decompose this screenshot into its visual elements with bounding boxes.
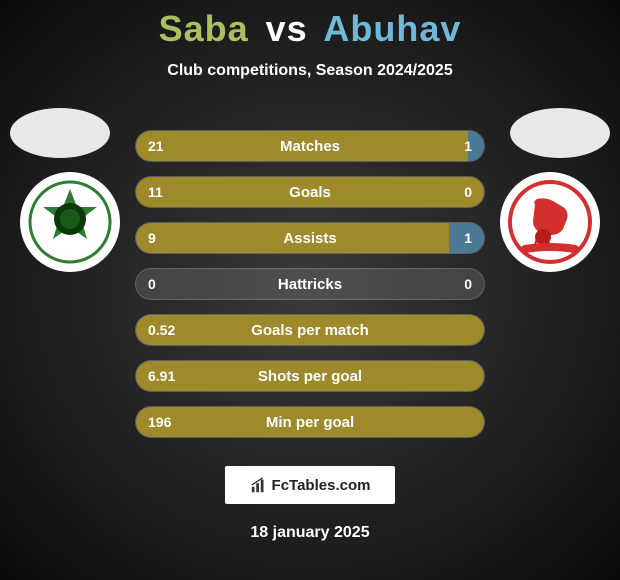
stat-row: 0.52 Goals per match: [135, 314, 485, 346]
player1-name: Saba: [159, 8, 249, 49]
stat-value-left: 21: [148, 131, 164, 161]
stat-row: 11 0 Goals: [135, 176, 485, 208]
stat-value-left: 0.52: [148, 315, 175, 345]
stats-container: 21 1 Matches 11 0 Goals 9 1 Assists 0 0 Hattricks 0.…: [135, 130, 485, 438]
stat-label: Matches: [280, 138, 340, 155]
stat-label: Assists: [283, 230, 336, 247]
stat-label: Min per goal: [266, 414, 354, 431]
stat-row: 21 1 Matches: [135, 130, 485, 162]
stat-value-left: 11: [148, 177, 163, 207]
stat-label: Goals: [289, 184, 331, 201]
player2-club-badge: [500, 172, 600, 272]
stat-label: Goals per match: [251, 322, 369, 339]
stat-row: 196 Min per goal: [135, 406, 485, 438]
stat-value-left: 6.91: [148, 361, 175, 391]
stat-value-right: 1: [464, 131, 472, 161]
chart-icon: [250, 476, 268, 494]
bnei-sakhnin-icon: [505, 177, 595, 267]
stat-value-right: 0: [464, 177, 472, 207]
footer-date: 18 january 2025: [0, 524, 620, 542]
stat-label: Shots per goal: [258, 368, 362, 385]
stat-value-right: 1: [464, 223, 472, 253]
stat-value-left: 0: [148, 269, 156, 299]
maccabi-haifa-icon: [25, 177, 115, 267]
player1-club-badge: [20, 172, 120, 272]
vs-text: vs: [266, 8, 308, 49]
subtitle-text: Club competitions, Season 2024/2025: [0, 62, 620, 80]
stat-row: 9 1 Assists: [135, 222, 485, 254]
stat-row: 0 0 Hattricks: [135, 268, 485, 300]
stat-value-left: 196: [148, 407, 171, 437]
player1-avatar: [10, 108, 110, 158]
footer-logo-text: FcTables.com: [272, 477, 371, 494]
player2-name: Abuhav: [323, 8, 461, 49]
comparison-title: Saba vs Abuhav: [0, 0, 620, 50]
stat-value-right: 0: [464, 269, 472, 299]
stat-value-left: 9: [148, 223, 156, 253]
stat-label: Hattricks: [278, 276, 342, 293]
stat-row: 6.91 Shots per goal: [135, 360, 485, 392]
fctables-logo: FcTables.com: [225, 466, 395, 504]
player2-avatar: [510, 108, 610, 158]
